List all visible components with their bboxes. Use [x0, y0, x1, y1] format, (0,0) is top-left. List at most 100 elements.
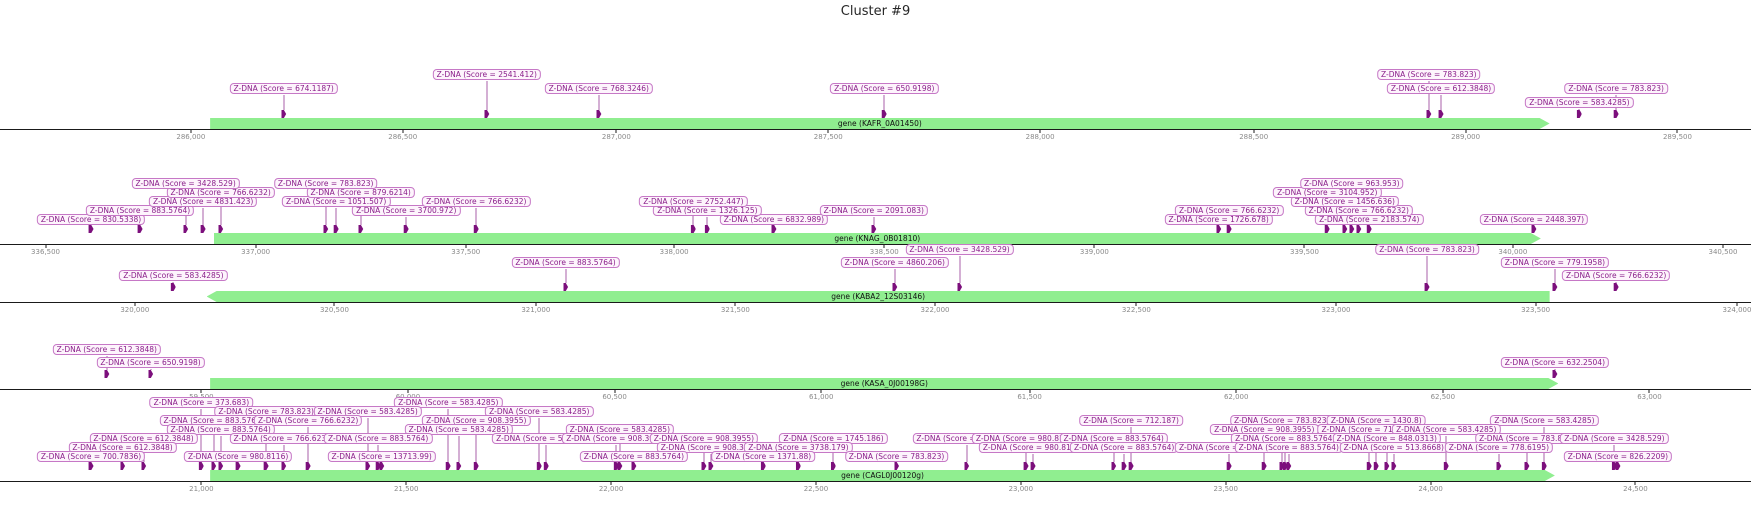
zdna-score-label: Z-DNA (Score = 1371.88)	[711, 451, 816, 462]
zdna-feature-marker	[881, 110, 887, 118]
axis-tick-label: 60,500	[602, 393, 627, 401]
zdna-feature-marker	[690, 225, 696, 233]
zdna-score-label: Z-DNA (Score = 583.4285)	[394, 397, 503, 408]
zdna-score-label: Z-DNA (Score = 766.6232)	[254, 415, 363, 426]
zdna-feature-marker	[137, 225, 143, 233]
axis-tick-label: 338,000	[659, 248, 689, 256]
axis-tick-label: 321,000	[521, 306, 551, 314]
zdna-connector	[405, 217, 407, 225]
zdna-connector	[283, 95, 285, 110]
zdna-score-label: Z-DNA (Score = 963.953)	[1299, 178, 1404, 189]
axis-tick-label: 286,500	[388, 133, 418, 141]
zdna-score-label: Z-DNA (Score = 883.5764)	[579, 451, 689, 462]
gene-label: gene (KASA_0J00198G)	[840, 379, 928, 388]
zdna-score-label: Z-DNA (Score = 373.683)	[149, 397, 254, 408]
zdna-score-label: Z-DNA (Score = 826.2209)	[1563, 451, 1673, 462]
zdna-score-label: Z-DNA (Score = 883.5764)	[1234, 442, 1343, 453]
zdna-feature-marker	[403, 225, 409, 233]
axis-tick-label: 320,500	[319, 306, 349, 314]
axis-tick-label: 339,000	[1079, 248, 1109, 256]
zdna-connector	[1526, 445, 1528, 462]
axis-tick-label: 22,000	[598, 485, 624, 493]
zdna-connector	[710, 454, 712, 462]
axis-line	[0, 244, 1751, 245]
zdna-feature-marker	[1373, 462, 1379, 470]
zdna-feature-marker	[1615, 462, 1621, 470]
axis-tick	[827, 130, 829, 133]
axis-tick-label: 21,000	[189, 485, 214, 493]
axis-tick-label: 288,000	[1025, 133, 1055, 141]
zdna-score-label: Z-DNA (Score = 778.6195)	[1444, 442, 1553, 453]
zdna-connector	[545, 445, 547, 462]
zdna-feature-marker	[1023, 462, 1029, 470]
zdna-feature-marker	[1226, 462, 1232, 470]
axis-tick	[1235, 390, 1237, 393]
zdna-score-label: Z-DNA (Score = 583.4285)	[404, 424, 513, 435]
zdna-connector	[200, 409, 202, 462]
zdna-score-label: Z-DNA (Score = 2752.447)	[639, 196, 748, 207]
zdna-feature-marker	[1111, 462, 1117, 470]
axis-tick-label: 289,000	[1451, 133, 1481, 141]
axis-tick	[820, 390, 822, 393]
zdna-feature-marker	[1366, 225, 1372, 233]
zdna-feature-marker	[281, 462, 287, 470]
zdna-feature-marker	[1552, 283, 1558, 291]
axis-tick-label: 337,500	[451, 248, 481, 256]
axis-tick-label: 289,500	[1662, 133, 1692, 141]
zdna-connector	[1498, 454, 1500, 462]
zdna-feature-marker	[263, 462, 269, 470]
zdna-feature-marker	[617, 462, 623, 470]
zdna-score-label: Z-DNA (Score = 6832.989)	[719, 214, 829, 225]
zdna-score-label: Z-DNA (Score = 766.6232)	[1175, 205, 1284, 216]
zdna-connector	[1393, 454, 1395, 462]
zdna-score-label: Z-DNA (Score = 3428.529)	[905, 244, 1014, 255]
zdna-feature-marker	[760, 462, 766, 470]
axis-tick-label: 321,500	[720, 306, 750, 314]
zdna-connector	[335, 208, 337, 225]
zdna-feature-marker	[218, 462, 224, 470]
zdna-feature-marker	[333, 225, 339, 233]
page-title: Cluster #9	[840, 4, 911, 19]
zdna-feature-marker	[218, 225, 224, 233]
zdna-connector	[1428, 81, 1430, 110]
gene-arrow	[206, 291, 1550, 302]
zdna-score-label: Z-DNA (Score = 674.1187)	[229, 83, 338, 94]
zdna-connector	[202, 208, 204, 225]
zdna-connector	[883, 95, 885, 110]
zdna-connector	[598, 95, 600, 110]
axis-tick	[1225, 482, 1227, 485]
zdna-connector	[307, 427, 309, 462]
axis-tick-label: 23,500	[1213, 485, 1238, 493]
axis-tick-label: 336,500	[31, 248, 60, 256]
zdna-score-label: Z-DNA (Score = 883.5764)	[324, 433, 433, 444]
zdna-feature-marker	[1426, 110, 1432, 118]
zdna-connector	[1032, 454, 1034, 462]
zdna-score-label: Z-DNA (Score = 783.823)	[1375, 244, 1479, 255]
zdna-feature-marker	[104, 370, 110, 378]
zdna-score-label: Z-DNA (Score = 980.8116)	[183, 451, 293, 462]
axis-tick-label: 63,000	[1637, 393, 1662, 401]
zdna-feature-marker	[1611, 462, 1617, 470]
axis-tick	[1093, 245, 1095, 248]
zdna-score-label: Z-DNA (Score = 883.5764)	[1069, 442, 1179, 453]
axis-tick	[1648, 390, 1650, 393]
zdna-feature-marker	[281, 110, 287, 118]
axis-tick	[1135, 303, 1137, 306]
zdna-feature-marker	[795, 462, 801, 470]
zdna-score-label: Z-DNA (Score = 783.823)	[273, 178, 378, 189]
axis-tick	[333, 303, 335, 306]
zdna-score-label: Z-DNA (Score = 583.4285)	[119, 270, 228, 281]
zdna-score-label: Z-DNA (Score = 650.9198)	[830, 83, 939, 94]
zdna-connector	[959, 256, 961, 283]
zdna-feature-marker	[1286, 462, 1292, 470]
zdna-feature-marker	[1391, 462, 1397, 470]
zdna-score-label: Z-DNA (Score = 783.823)	[1564, 83, 1668, 94]
zdna-feature-marker	[1282, 462, 1288, 470]
axis-tick	[200, 482, 202, 485]
zdna-connector	[966, 445, 968, 462]
axis-tick-label: 22,500	[803, 485, 829, 493]
zdna-score-label: Z-DNA (Score = 583.4285)	[313, 406, 422, 417]
axis-tick	[1465, 130, 1467, 133]
zdna-feature-marker	[456, 462, 462, 470]
